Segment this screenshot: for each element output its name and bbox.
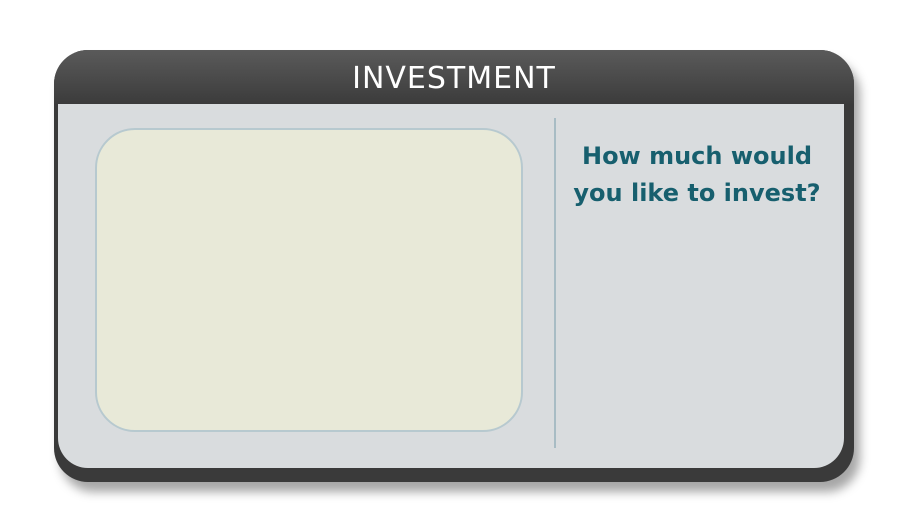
vertical-divider bbox=[554, 118, 556, 448]
window-header: INVESTMENT bbox=[54, 50, 854, 104]
investment-window: INVESTMENT How much would you like to in… bbox=[54, 50, 854, 482]
investment-input-area[interactable] bbox=[95, 128, 523, 432]
window-body: How much would you like to invest? bbox=[58, 104, 844, 468]
investment-question: How much would you like to invest? bbox=[573, 142, 821, 207]
window-title: INVESTMENT bbox=[352, 60, 556, 96]
